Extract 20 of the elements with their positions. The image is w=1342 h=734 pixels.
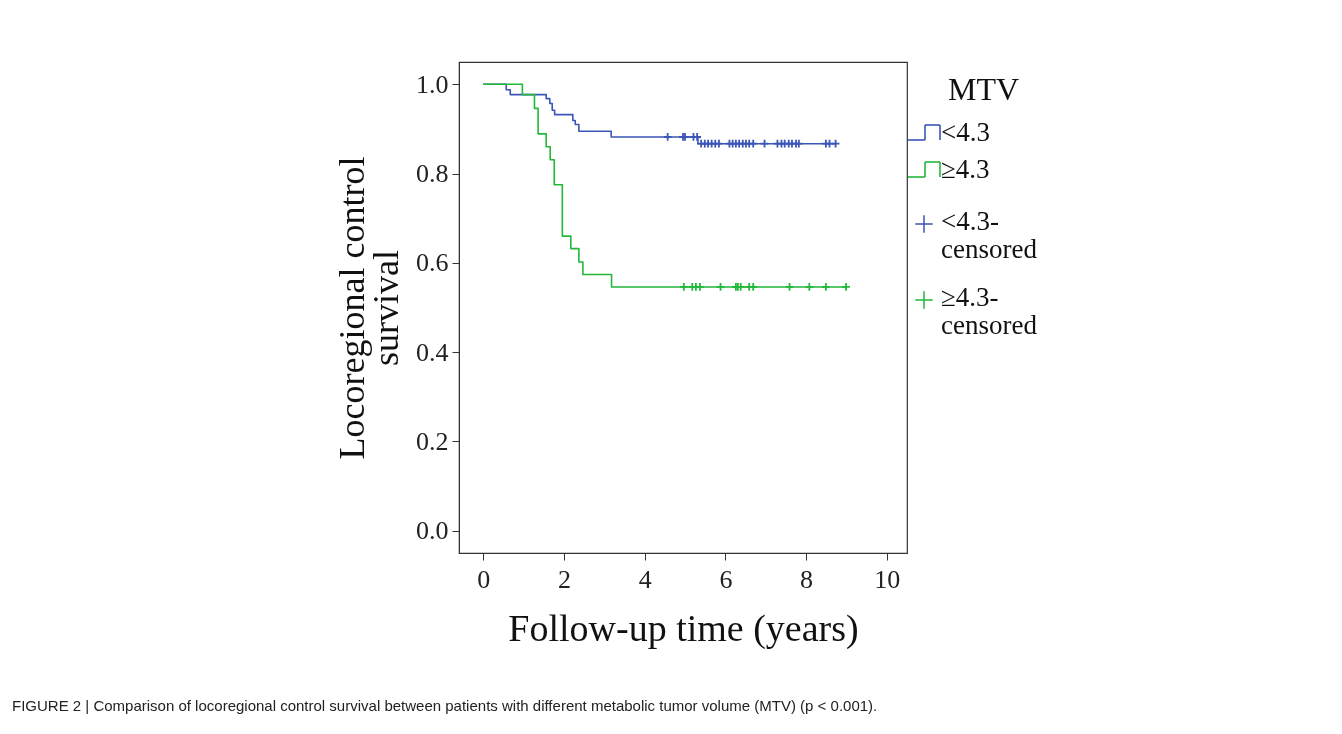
legend-title: MTV <box>948 71 1020 107</box>
x-axis-title: Follow-up time (years) <box>508 606 859 650</box>
y-tick-label: 0.0 <box>416 516 449 546</box>
x-tick-label: 8 <box>800 564 814 594</box>
y-tick-label: 0.2 <box>416 426 449 456</box>
x-tick-label: 4 <box>638 564 652 594</box>
legend-label: ≥4.3-censored <box>941 282 1038 340</box>
legend-label: ≥4.3 <box>941 154 990 184</box>
x-tick-label: 0 <box>477 564 491 594</box>
x-tick-label: 10 <box>874 564 901 594</box>
legend-label: <4.3 <box>941 117 990 147</box>
y-tick-label: 0.4 <box>416 337 449 367</box>
y-tick-label: 1.0 <box>416 69 449 99</box>
x-tick-label: 6 <box>719 564 733 594</box>
y-tick-label: 0.8 <box>416 159 449 189</box>
x-tick-label: 2 <box>557 564 571 594</box>
y-axis-title: Locoregional control survival <box>332 156 406 460</box>
legend-label: <4.3-censored <box>941 206 1038 264</box>
caption: FIGURE 2 | Comparison of locoregional control survival between patients with different metabolic tumor volume (MTV) (p < 0.001). <box>12 697 878 714</box>
y-tick-label: 0.6 <box>416 248 449 278</box>
